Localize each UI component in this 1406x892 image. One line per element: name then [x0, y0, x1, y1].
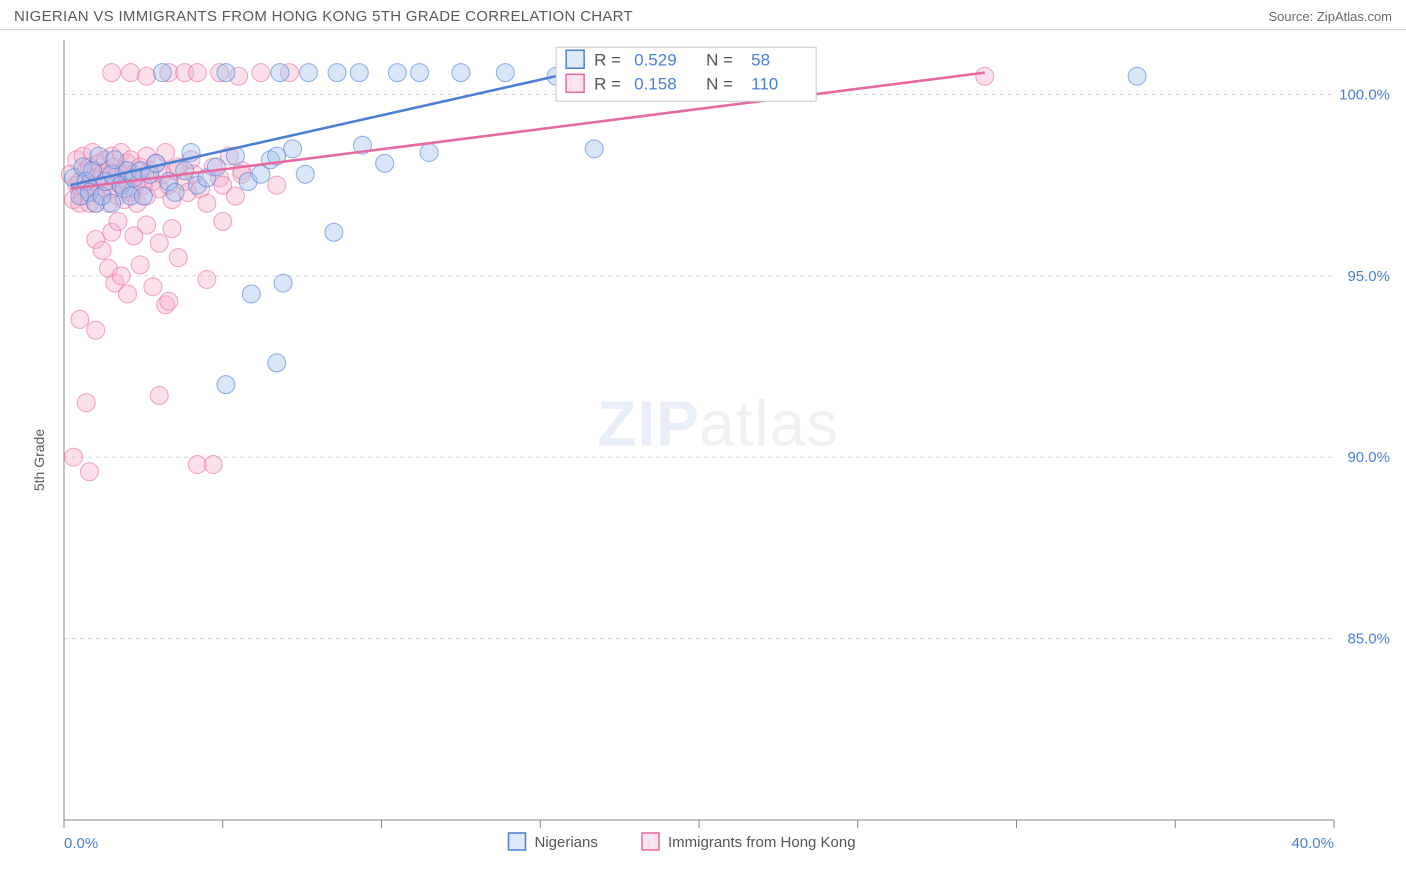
legend-r-value: 0.158 — [634, 74, 677, 93]
scatter-point — [134, 187, 152, 205]
scatter-point — [93, 241, 111, 259]
scatter-point — [226, 187, 244, 205]
bottom-legend-swatch — [509, 833, 526, 850]
legend-swatch — [566, 50, 584, 68]
scatter-point — [1128, 67, 1146, 85]
bottom-legend-label: Nigerians — [535, 834, 598, 851]
scatter-point — [204, 455, 222, 473]
bottom-legend-swatch — [642, 833, 659, 850]
scatter-point — [388, 64, 406, 82]
scatter-point — [138, 67, 156, 85]
scatter-chart: 85.0% 90.0% 95.0% 100.0% 0.0% 40.0% ZIPatlas R … — [14, 40, 1392, 880]
scatter-point — [65, 448, 83, 466]
scatter-point — [71, 310, 89, 328]
scatter-point — [103, 64, 121, 82]
scatter-point — [163, 220, 181, 238]
scatter-point — [160, 292, 178, 310]
scatter-point — [150, 387, 168, 405]
y-tick-label: 85.0% — [1347, 631, 1390, 648]
y-tick-label: 100.0% — [1339, 86, 1390, 103]
scatter-point — [214, 212, 232, 230]
scatter-point — [284, 140, 302, 158]
scatter-point — [188, 455, 206, 473]
scatter-point — [112, 267, 130, 285]
bottom-legend-label: Immigrants from Hong Kong — [668, 834, 856, 851]
source-label: Source: ZipAtlas.com — [1268, 9, 1392, 24]
title-bar: NIGERIAN VS IMMIGRANTS FROM HONG KONG 5T… — [0, 0, 1406, 30]
scatter-point — [138, 216, 156, 234]
trend-line — [70, 69, 588, 185]
scatter-point — [176, 162, 194, 180]
scatter-point — [87, 321, 105, 339]
x-tick-label: 0.0% — [64, 835, 98, 852]
scatter-point — [976, 67, 994, 85]
scatter-point — [122, 64, 140, 82]
scatter-point — [299, 64, 317, 82]
scatter-point — [411, 64, 429, 82]
scatter-point — [585, 140, 603, 158]
legend-n-value: 110 — [751, 74, 778, 93]
legend-swatch — [566, 74, 584, 92]
scatter-point — [350, 64, 368, 82]
legend-n-label: N = — [706, 50, 733, 69]
scatter-point — [198, 270, 216, 288]
scatter-point — [452, 64, 470, 82]
x-tick-label: 40.0% — [1291, 835, 1334, 852]
scatter-point — [376, 154, 394, 172]
scatter-point — [131, 256, 149, 274]
legend-r-label: R = — [594, 74, 621, 93]
scatter-point — [268, 176, 286, 194]
scatter-point — [207, 158, 225, 176]
legend-r-label: R = — [594, 50, 621, 69]
y-tick-label: 95.0% — [1347, 268, 1390, 285]
scatter-point — [242, 285, 260, 303]
scatter-point — [166, 183, 184, 201]
scatter-point — [80, 463, 98, 481]
legend-n-label: N = — [706, 74, 733, 93]
scatter-point — [496, 64, 514, 82]
scatter-point — [325, 223, 343, 241]
scatter-point — [188, 64, 206, 82]
scatter-point — [109, 212, 127, 230]
scatter-point — [150, 234, 168, 252]
y-tick-label: 90.0% — [1347, 449, 1390, 466]
scatter-point — [144, 278, 162, 296]
scatter-point — [119, 285, 137, 303]
y-axis-label: 5th Grade — [31, 429, 47, 491]
scatter-point — [103, 194, 121, 212]
legend-r-value: 0.529 — [634, 50, 677, 69]
trend-line — [70, 73, 984, 189]
watermark: atlas — [699, 388, 839, 460]
legend-n-value: 58 — [751, 50, 770, 69]
scatter-point — [77, 394, 95, 412]
scatter-point — [169, 249, 187, 267]
watermark: ZIP — [597, 388, 700, 460]
scatter-point — [153, 64, 171, 82]
scatter-point — [268, 354, 286, 372]
scatter-point — [217, 64, 235, 82]
scatter-point — [252, 64, 270, 82]
chart-area: 5th Grade 85.0% 90.0% 95.0% 100.0% 0.0% 40.0%… — [14, 40, 1392, 880]
scatter-point — [217, 376, 235, 394]
scatter-point — [90, 147, 108, 165]
chart-title: NIGERIAN VS IMMIGRANTS FROM HONG KONG 5T… — [14, 8, 633, 25]
scatter-point — [274, 274, 292, 292]
scatter-point — [198, 194, 216, 212]
scatter-point — [296, 165, 314, 183]
scatter-point — [271, 64, 289, 82]
scatter-point — [328, 64, 346, 82]
scatter-point — [420, 143, 438, 161]
